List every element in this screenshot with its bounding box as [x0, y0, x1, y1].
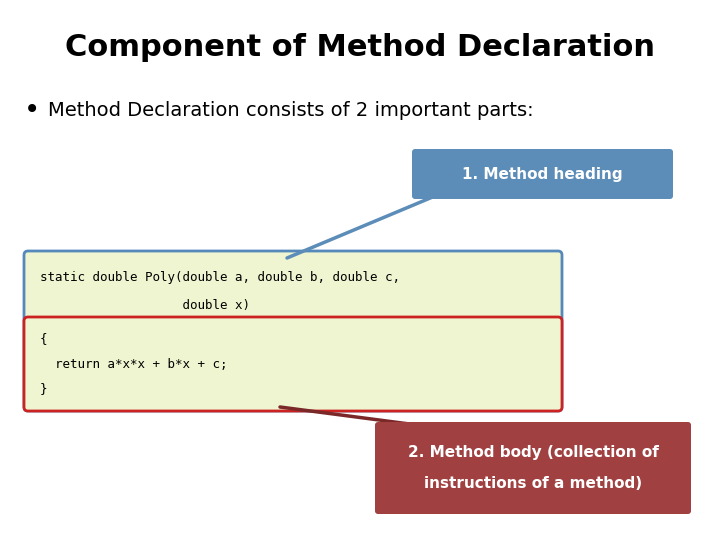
- Text: 2. Method body (collection of: 2. Method body (collection of: [408, 446, 658, 461]
- Text: •: •: [24, 96, 40, 124]
- Text: double x): double x): [40, 299, 250, 312]
- Text: return a*x*x + b*x + c;: return a*x*x + b*x + c;: [40, 359, 228, 372]
- Text: Component of Method Declaration: Component of Method Declaration: [65, 33, 655, 63]
- FancyBboxPatch shape: [412, 149, 673, 199]
- FancyBboxPatch shape: [375, 422, 691, 514]
- Text: static double Poly(double a, double b, double c,: static double Poly(double a, double b, d…: [40, 271, 400, 284]
- Text: 1. Method heading: 1. Method heading: [462, 166, 623, 181]
- Text: instructions of a method): instructions of a method): [424, 476, 642, 490]
- FancyBboxPatch shape: [24, 251, 562, 411]
- Text: {: {: [40, 333, 48, 346]
- Text: }: }: [40, 382, 48, 395]
- Text: Method Declaration consists of 2 important parts:: Method Declaration consists of 2 importa…: [48, 100, 534, 119]
- FancyBboxPatch shape: [24, 317, 562, 411]
